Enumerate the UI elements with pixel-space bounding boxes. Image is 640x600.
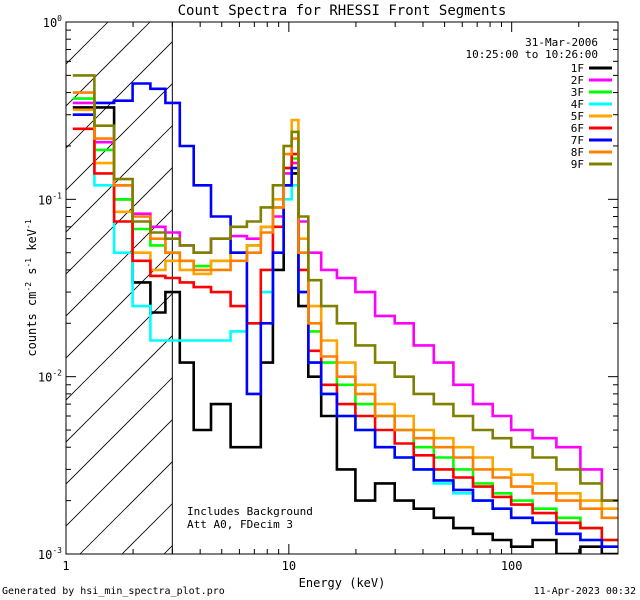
hatch-line xyxy=(66,167,173,275)
legend-label-2F: 2F xyxy=(571,74,584,87)
series-line-1F xyxy=(72,106,618,554)
legend-label-5F: 5F xyxy=(571,110,584,123)
footer-generator: Generated by hsi_min_spectra_plot.pro xyxy=(2,586,225,597)
series-line-8F xyxy=(72,91,618,520)
chart-title: Count Spectra for RHESSI Front Segments xyxy=(178,3,507,19)
hatch-line xyxy=(66,293,173,401)
series-line-9F xyxy=(72,74,618,502)
axes: 1 10 100 100 10-1 10-2 10-3 xyxy=(38,14,619,573)
x-tick-label: 1 xyxy=(62,559,69,573)
x-tick-label: 100 xyxy=(501,559,523,573)
date-label: 31-Mar-2006 xyxy=(525,36,598,49)
y-tick-label: 10-3 xyxy=(38,546,62,562)
legend-label-7F: 7F xyxy=(571,134,584,147)
y-tick-label: 100 xyxy=(43,14,62,30)
plot-frame xyxy=(65,21,619,555)
x-tick-label: 10 xyxy=(282,559,296,573)
legend-label-8F: 8F xyxy=(571,146,584,159)
hatch-line xyxy=(66,377,173,485)
annotation-attenuator: Att A0, FDecim 3 xyxy=(187,518,293,531)
series-line-3F xyxy=(72,97,618,542)
hatch-line xyxy=(66,209,173,317)
hatch-line xyxy=(66,419,173,527)
legend-label-4F: 4F xyxy=(571,98,584,111)
series-line-7F xyxy=(72,82,618,548)
hatch-line xyxy=(66,251,173,359)
x-axis-label: Energy (keV) xyxy=(299,576,386,590)
legend-label-6F: 6F xyxy=(571,122,584,135)
hatch-line xyxy=(66,125,173,233)
hatch-line xyxy=(163,545,173,554)
footer-timestamp: 11-Apr-2023 00:32 xyxy=(534,586,636,597)
series-line-2F xyxy=(72,101,618,502)
series-lines xyxy=(72,74,618,554)
series-line-6F xyxy=(72,127,618,542)
legend-label-3F: 3F xyxy=(571,86,584,99)
legend-label-9F: 9F xyxy=(571,158,584,171)
y-axis-label: counts cm-2 s-1 keV-1 xyxy=(24,219,39,356)
hatch-line xyxy=(66,41,173,149)
hatch-line xyxy=(66,22,67,23)
annotation-background: Includes Background xyxy=(187,505,313,518)
y-tick-label: 10-1 xyxy=(38,191,62,207)
time-range-label: 10:25:00 to 10:26:00 xyxy=(466,48,598,61)
hatch-line xyxy=(66,83,173,191)
hatch-line xyxy=(79,461,173,554)
series-line-5F xyxy=(72,108,618,510)
legend-label-1F: 1F xyxy=(571,62,584,75)
excluded-region-hatch xyxy=(66,22,173,554)
series-line-4F xyxy=(72,113,618,548)
y-tick-label: 10-2 xyxy=(38,369,62,385)
